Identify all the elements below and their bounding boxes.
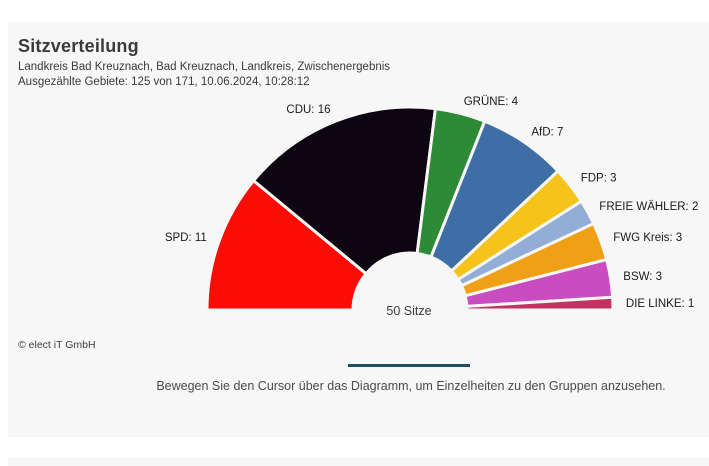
- chart-segments[interactable]: [205, 105, 615, 312]
- chart-status-line: Ausgezählte Gebiete: 125 von 171, 10.06.…: [18, 75, 310, 88]
- chart-header: Sitzverteilung Landkreis Bad Kreuznach, …: [18, 36, 390, 89]
- chart-segment-die-linke[interactable]: [465, 295, 615, 312]
- hint-divider: [348, 364, 470, 367]
- copyright-label: © elect iT GmbH: [18, 339, 96, 351]
- chart-subtitle: Landkreis Bad Kreuznach, Bad Kreuznach, …: [18, 61, 391, 73]
- chart-segment-cdu[interactable]: [252, 105, 437, 276]
- hover-hint-text: Bewegen Sie den Cursor über das Diagramm…: [156, 379, 666, 393]
- chart-title: Sitzverteilung: [18, 36, 139, 56]
- next-card-edge: [8, 458, 709, 466]
- chart-segment-spd[interactable]: [205, 179, 368, 312]
